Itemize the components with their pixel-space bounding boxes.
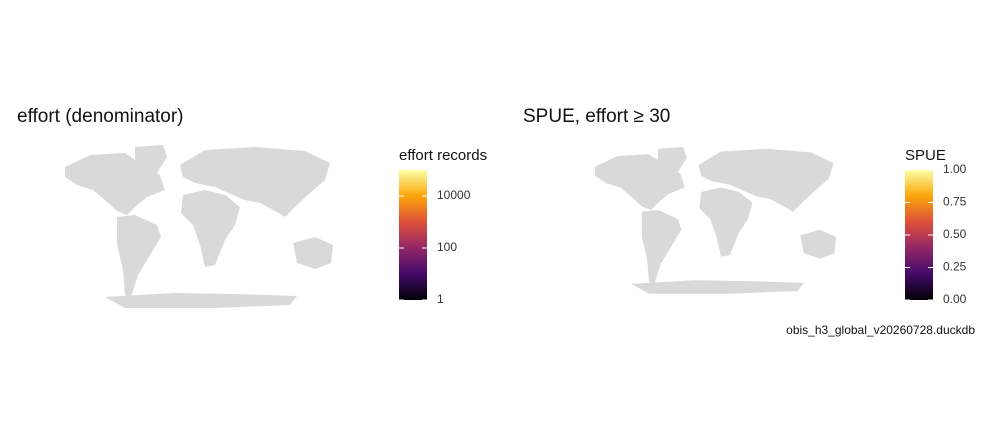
- colorbar: [399, 170, 427, 300]
- tick-label: 10000: [437, 188, 471, 202]
- panel-title: effort (denominator): [17, 106, 184, 127]
- legend-title: effort records: [399, 147, 487, 164]
- tick-label: 100: [437, 240, 457, 254]
- tick-label: 1: [437, 292, 444, 306]
- tick-label: 0.50: [943, 227, 967, 241]
- panel-spue: SPUE, effort ≥ 30 SPUE: [523, 106, 946, 294]
- panel-title: SPUE, effort ≥ 30: [523, 106, 670, 127]
- world-map: [65, 145, 333, 308]
- legend-title: SPUE: [905, 147, 946, 164]
- tick-label: 0.25: [943, 260, 967, 274]
- tick-label: 0.00: [943, 292, 967, 306]
- caption: obis_h3_global_v20260728.duckdb: [786, 323, 975, 337]
- tick-label: 0.75: [943, 195, 967, 209]
- tick-label: 1.00: [943, 162, 967, 176]
- world-map: [595, 147, 837, 294]
- panel-effort: effort (denominator) effort records: [17, 106, 487, 308]
